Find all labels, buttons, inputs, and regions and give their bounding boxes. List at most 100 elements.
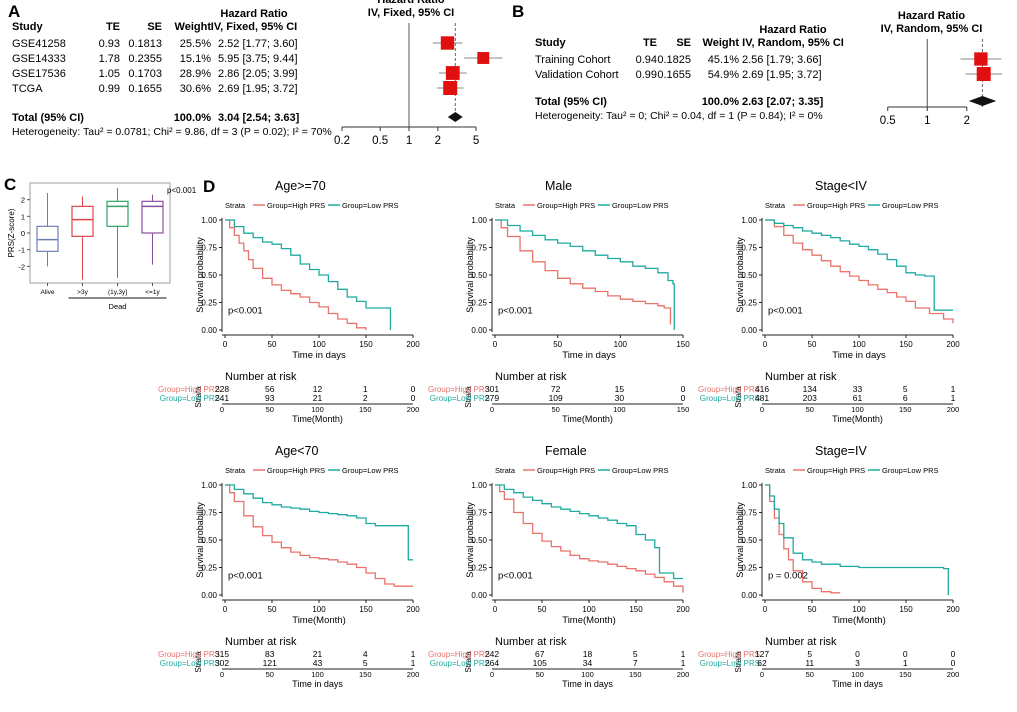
risk-tick-label: 50: [266, 670, 274, 679]
study-ci-text: 2.69 [1.95; 3.72]: [218, 83, 298, 95]
risk-count-high: 416: [755, 384, 769, 394]
legend-high-label: Group=High PRS: [267, 466, 325, 475]
study-se: 0.1655: [657, 69, 691, 81]
y-tick-label: 0.75: [201, 509, 217, 518]
risk-count-low: 43: [313, 658, 323, 668]
x-tick-label: 2: [964, 115, 970, 127]
y-tick-label: 0.25: [471, 564, 487, 573]
legend-low-label: Group=Low PRS: [342, 201, 399, 210]
panel-label-a: A: [8, 2, 20, 21]
risk-count-high: 0: [903, 649, 908, 659]
y-tick-label: 0.00: [471, 326, 487, 335]
x-tick-label: 150: [629, 605, 643, 614]
y-tick-label: 0.75: [201, 244, 217, 253]
x-axis-label: Time(Month): [832, 615, 886, 626]
risk-table-title: Number at risk: [765, 636, 837, 648]
y-tick-label: 0.25: [201, 299, 217, 308]
panel-label-d: D: [203, 177, 215, 196]
risk-count-high: 56: [265, 384, 275, 394]
legend-low-label: Group=Low PRS: [882, 201, 939, 210]
risk-tick-label: 50: [551, 405, 559, 414]
total-ci-text: 2.63 [2.07; 3.35]: [742, 96, 824, 108]
heterogeneity-text: Heterogeneity: Tau² = 0.0781; Chi² = 9.8…: [12, 126, 332, 138]
risk-tick-label: 200: [677, 670, 690, 679]
x-tick-label: 0: [493, 340, 498, 349]
x-tick-label: 0: [763, 605, 768, 614]
hr-header-line2: IV, Random, 95% CI: [742, 37, 844, 49]
y-axis-label: Survival probability: [195, 502, 205, 578]
study-square: [445, 66, 460, 80]
km-curve-low-prs: [225, 219, 392, 330]
risk-count-low: 6: [903, 393, 908, 403]
y-tick-label: 0.75: [741, 244, 757, 253]
risk-strata-axis-label: Strata: [464, 651, 473, 673]
study-ci-text: 2.52 [1.77; 3.60]: [218, 38, 298, 50]
legend-high-label: Group=High PRS: [537, 466, 595, 475]
y-tick-label: 0.50: [201, 536, 217, 545]
risk-strata-axis-label: Strata: [734, 386, 743, 408]
y-tick-label: 0: [21, 229, 25, 238]
y-tick-label: 0.50: [741, 271, 757, 280]
risk-count-high: 0: [855, 649, 860, 659]
y-tick-label: 0.00: [741, 591, 757, 600]
y-axis-label: Survival probability: [195, 237, 205, 313]
risk-count-high: 315: [215, 649, 229, 659]
risk-x-label: Time(Month): [562, 414, 613, 424]
total-ci-text: 3.04 [2.54; 3.63]: [218, 112, 300, 124]
study-se: 0.1655: [128, 83, 162, 95]
legend-low-label: Group=Low PRS: [612, 201, 669, 210]
risk-tick-label: 100: [581, 670, 594, 679]
legend-high-label: Group=High PRS: [807, 466, 865, 475]
km-p-value: p<0.001: [228, 571, 263, 582]
y-tick-label: 0.75: [471, 509, 487, 518]
risk-table-title: Number at risk: [225, 636, 297, 648]
risk-high-label: Group=High PRS: [698, 385, 760, 394]
risk-count-high: 4: [363, 649, 368, 659]
x-axis-label: Time in days: [832, 350, 886, 361]
risk-tick-label: 200: [947, 405, 960, 414]
risk-tick-label: 100: [311, 405, 324, 414]
legend-high-label: Group=High PRS: [267, 201, 325, 210]
risk-count-high: 242: [485, 649, 499, 659]
km-curve-low-prs: [765, 484, 949, 595]
y-tick-label: 0.50: [741, 536, 757, 545]
x-tick-label: 1: [924, 115, 930, 127]
y-tick-label: 0.50: [201, 271, 217, 280]
risk-count-low: 34: [583, 658, 593, 668]
total-weight: 100.0%: [702, 96, 740, 108]
dead-group-label: Dead: [109, 302, 127, 311]
km-p-value: p<0.001: [498, 306, 533, 317]
risk-count-low: 1: [411, 658, 416, 668]
hr-header-line1: Hazard Ratio: [220, 8, 288, 20]
y-axis-label: PRS(Z-score): [7, 208, 16, 257]
risk-tick-label: 50: [536, 670, 544, 679]
heterogeneity-text: Heterogeneity: Tau² = 0; Chi² = 0.04, df…: [535, 110, 823, 122]
risk-count-high: 12: [313, 384, 323, 394]
risk-count-low: 203: [803, 393, 817, 403]
study-weight: 30.6%: [180, 83, 211, 95]
x-tick-label: 200: [676, 605, 690, 614]
risk-x-label: Time in days: [832, 679, 883, 689]
x-tick-label: 0.5: [880, 115, 896, 127]
legend-strata-label: Strata: [765, 466, 786, 475]
legend-strata-label: Strata: [765, 201, 786, 210]
risk-count-high: 134: [803, 384, 817, 394]
x-tick-label: >3y: [77, 289, 88, 296]
km-curve-low-prs: [495, 484, 683, 580]
col-header-study: Study: [12, 21, 43, 33]
risk-count-high: 21: [313, 649, 323, 659]
study-square: [976, 67, 991, 81]
km-curve-high-prs: [765, 219, 954, 324]
study-ci-text: 5.95 [3.75; 9.44]: [218, 53, 298, 65]
risk-tick-label: 100: [851, 670, 864, 679]
risk-count-low: 1: [951, 393, 956, 403]
x-tick-label: 200: [946, 340, 960, 349]
study-te: 0.93: [99, 38, 120, 50]
y-tick-label: 0.25: [741, 564, 757, 573]
